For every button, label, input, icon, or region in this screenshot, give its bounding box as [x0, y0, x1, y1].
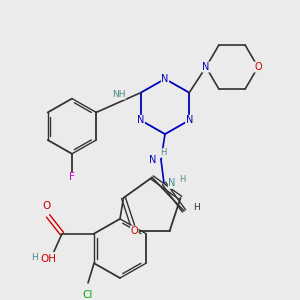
Text: H: H — [179, 175, 185, 184]
Text: H: H — [193, 202, 200, 211]
Text: N: N — [149, 155, 157, 165]
Text: N: N — [137, 115, 144, 125]
Text: F: F — [69, 172, 75, 182]
Text: O: O — [254, 62, 262, 72]
Text: N: N — [168, 178, 176, 188]
Text: Cl: Cl — [83, 290, 93, 300]
Text: O: O — [42, 201, 50, 211]
Text: O: O — [130, 226, 138, 236]
Text: N: N — [161, 74, 169, 84]
Text: H: H — [160, 148, 166, 157]
Text: NH: NH — [112, 90, 125, 99]
Text: N: N — [202, 62, 210, 72]
Text: H: H — [31, 253, 38, 262]
Text: OH: OH — [40, 254, 56, 264]
Text: N: N — [186, 115, 193, 125]
